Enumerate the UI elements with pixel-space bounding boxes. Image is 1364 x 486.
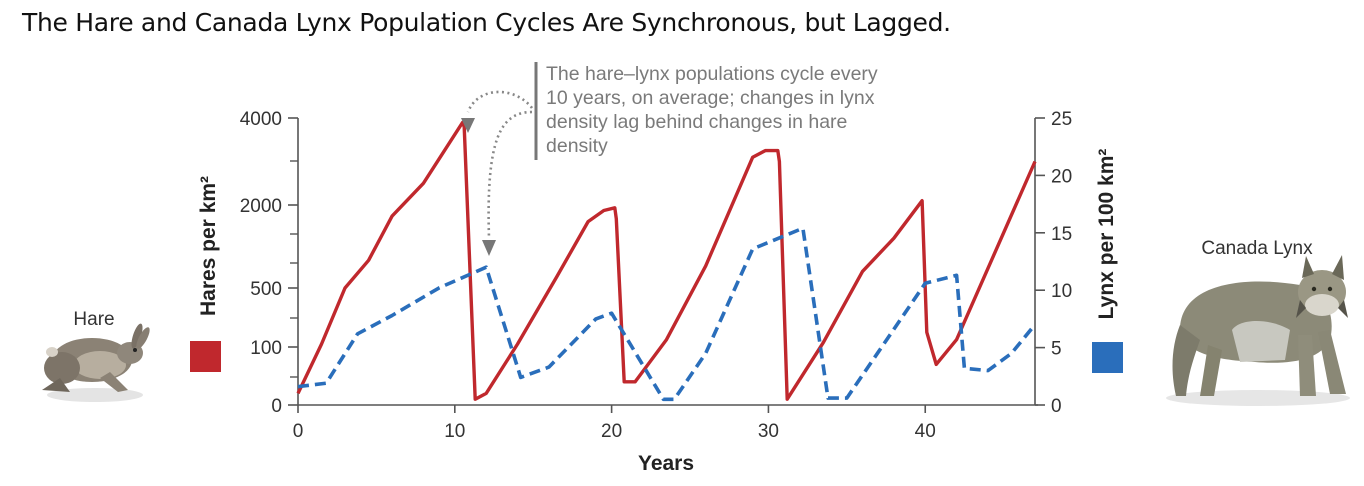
chart-title: The Hare and Canada Lynx Population Cycl… xyxy=(22,8,951,37)
left-tick-label: 100 xyxy=(250,338,282,359)
x-tick-label: 0 xyxy=(293,421,304,442)
hare-label: Hare xyxy=(73,309,114,330)
hare-image xyxy=(42,323,150,402)
lynx-label: Canada Lynx xyxy=(1201,238,1313,259)
x-tick-label: 40 xyxy=(915,421,936,442)
lynx-legend-swatch xyxy=(1092,342,1123,373)
hare-series-line xyxy=(296,120,1037,401)
right-tick-label: 10 xyxy=(1051,281,1072,302)
x-tick-label: 20 xyxy=(601,421,622,442)
x-axis-title: Years xyxy=(638,452,694,475)
right-tick-label: 25 xyxy=(1051,109,1072,130)
axes-group xyxy=(297,118,1038,406)
callout-annotation: The hare–lynx populations cycle every10 … xyxy=(546,63,878,157)
left-tick-label: 2000 xyxy=(240,196,282,217)
hare-legend-swatch xyxy=(190,341,221,372)
lynx-series-line xyxy=(297,226,1037,402)
arrowhead-lynx-peak xyxy=(482,240,496,256)
right-tick-label: 20 xyxy=(1051,166,1072,187)
right-y-axis-title: Lynx per 100 km² xyxy=(1095,149,1118,320)
callout-text-line: density lag behind changes in hare xyxy=(546,111,847,133)
left-ticks-group: 0 100 500 2000 4000 xyxy=(240,109,298,417)
right-tick-label: 0 xyxy=(1051,396,1062,417)
callout-text-line: The hare–lynx populations cycle every xyxy=(546,63,878,85)
arrowhead-hare-peak xyxy=(461,118,475,133)
left-tick-label: 0 xyxy=(271,396,282,417)
right-tick-label: 15 xyxy=(1051,224,1072,245)
left-tick-label: 4000 xyxy=(240,109,282,130)
lynx-image xyxy=(1166,255,1350,406)
callout-text-line: density xyxy=(546,135,608,157)
x-tick-label: 10 xyxy=(444,421,465,442)
left-y-axis-title: Hares per km² xyxy=(197,176,220,316)
x-ticks-group: 0 10 20 30 40 xyxy=(293,405,936,442)
right-tick-label: 5 xyxy=(1051,339,1062,360)
callout-arrow-to-lynx-peak xyxy=(487,110,533,239)
left-tick-label: 500 xyxy=(250,279,282,300)
callout-arrow-to-hare-peak xyxy=(466,90,534,113)
series-group xyxy=(296,120,1037,402)
callout-text-line: 10 years, on average; changes in lynx xyxy=(546,87,875,109)
x-tick-label: 30 xyxy=(758,421,779,442)
right-ticks-group: 0 5 10 15 20 25 xyxy=(1035,109,1072,417)
